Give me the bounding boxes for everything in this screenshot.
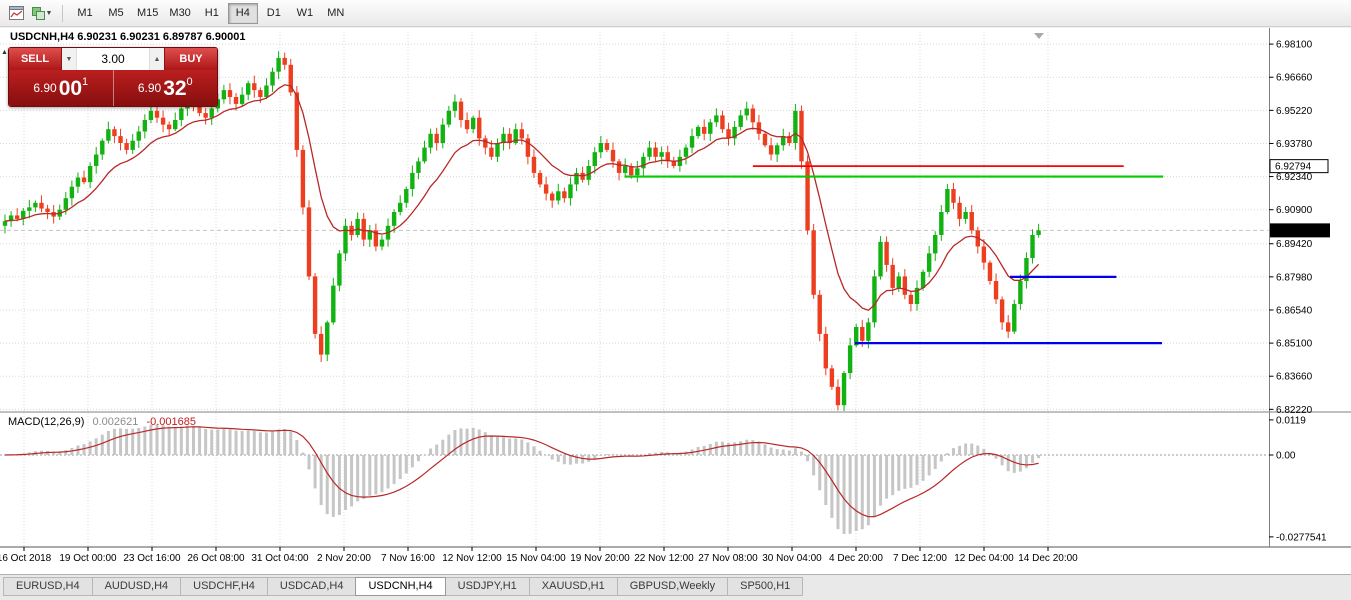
macd-indicator-label: MACD(12,26,9) 0.002621 -0.001685 [8,416,196,428]
buy-price-display[interactable]: 6.90 32 0 [114,70,218,106]
svg-text:6.85100: 6.85100 [1276,339,1313,350]
horizontal-trendlines[interactable] [625,165,1164,345]
one-click-trading-panel: SELL ▼ 3.00 ▲ BUY 6.90 00 1 6.90 32 0 [8,47,218,107]
timeframe-h4-button[interactable]: H4 [227,2,258,24]
buy-price-main: 6.90 [137,81,162,95]
timeframe-m5-button[interactable]: M5 [108,6,124,19]
tab-eurusd-h4[interactable]: EURUSD,H4 [3,577,93,596]
sell-price-main: 6.90 [33,81,57,95]
svg-text:26 Oct 08:00: 26 Oct 08:00 [187,553,245,564]
price-chart-canvas[interactable]: 6.98100 6.96660 6.95220 6.93780 6.92340 6.909… [0,28,1351,574]
macd-indicator-layer [4,424,1041,534]
svg-text:6.83660: 6.83660 [1276,372,1313,383]
timeframe-toolbar: M1 M5 M15 M30 H1 H4 D1 W1 MN [70,2,352,24]
current-price-badge: 6.90001 [1270,223,1330,238]
svg-text:16 Oct 2018: 16 Oct 2018 [0,553,52,564]
svg-text:2 Nov 20:00: 2 Nov 20:00 [317,553,371,564]
timeframe-m30-button[interactable]: M30 [169,6,191,19]
buy-price-big-digits: 32 [163,76,187,100]
sell-price-display[interactable]: 6.90 00 1 [9,70,114,106]
chart-tabs-bar: EURUSD,H4 AUDUSD,H4 USDCHF,H4 USDCAD,H4 USDC… [0,574,1351,600]
lot-increase-button[interactable]: ▲ [149,48,164,70]
svg-text:0.00: 0.00 [1276,451,1296,462]
svg-text:6.92340: 6.92340 [1276,172,1313,183]
sell-price-pip: 1 [82,76,89,88]
svg-text:12 Nov 12:00: 12 Nov 12:00 [442,553,502,564]
macd-signal-value: -0.001685 [146,416,196,428]
moving-average-line [4,84,1040,312]
tab-usdjpy-h1[interactable]: USDJPY,H1 [444,577,530,596]
svg-text:14 Dec 20:00: 14 Dec 20:00 [1018,553,1078,564]
tab-audusd-h4[interactable]: AUDUSD,H4 [91,577,182,596]
top-toolbar: ▼ M1 M5 M15 M30 H1 H4 D1 W1 MN [0,0,1351,27]
tab-xauusd-h1[interactable]: XAUUSD,H1 [528,577,618,596]
macd-axis[interactable]: 0.0119 0.00 -0.0277541 [1269,415,1327,543]
timeframe-m15-button[interactable]: M15 [137,6,159,19]
svg-text:30 Nov 04:00: 30 Nov 04:00 [762,553,822,564]
chart-icon [8,6,24,20]
svg-text:6.98100: 6.98100 [1276,40,1313,51]
chart-ohlc-label: USDCNH,H4 6.90231 6.90231 6.89787 6.9000… [10,31,246,43]
trade-panel-prices-row: 6.90 00 1 6.90 32 0 [9,70,217,106]
price-marker-label: 6.92794 [1269,159,1329,174]
svg-text:7 Nov 16:00: 7 Nov 16:00 [381,553,435,564]
price-axis[interactable]: 6.98100 6.96660 6.95220 6.93780 6.92340 6.909… [1269,40,1313,416]
svg-text:6.92794: 6.92794 [1275,162,1312,173]
trade-panel-buttons-row: SELL ▼ 3.00 ▲ BUY [9,48,217,70]
one-click-collapse-icon[interactable]: ▲ [1,49,8,56]
toolbar-separator [62,4,63,22]
macd-main-value: 0.002621 [92,416,139,428]
chart-shift-marker-icon[interactable] [1034,33,1044,39]
svg-text:7 Dec 12:00: 7 Dec 12:00 [893,553,947,564]
timeframe-h1-button[interactable]: H1 [204,6,219,19]
tab-sp500-h1[interactable]: SP500,H1 [727,577,804,596]
tab-gbpusd-weekly[interactable]: GBPUSD,Weekly [616,577,729,596]
svg-text:6.93780: 6.93780 [1276,139,1313,150]
chevron-down-icon: ▼ [45,9,53,17]
svg-text:19 Nov 20:00: 19 Nov 20:00 [570,553,630,564]
svg-text:-0.0277541: -0.0277541 [1276,532,1327,543]
svg-text:23 Oct 16:00: 23 Oct 16:00 [123,553,181,564]
svg-text:0.0119: 0.0119 [1276,415,1306,426]
sell-price-big-digits: 00 [58,76,83,100]
svg-text:19 Oct 00:00: 19 Oct 00:00 [59,553,117,564]
timeframe-m1-button[interactable]: M1 [77,6,93,19]
svg-text:6.95220: 6.95220 [1276,106,1313,117]
svg-text:6.82220: 6.82220 [1276,405,1313,416]
svg-text:6.89420: 6.89420 [1276,239,1313,250]
macd-name: MACD(12,26,9) [8,416,85,428]
time-axis[interactable]: 16 Oct 2018 19 Oct 00:00 23 Oct 16:00 26 Oc… [0,547,1078,564]
svg-text:12 Dec 04:00: 12 Dec 04:00 [954,553,1014,564]
svg-text:6.86540: 6.86540 [1276,305,1313,316]
tab-usdcad-h4[interactable]: USDCAD,H4 [266,577,357,596]
buy-price-pip: 0 [186,76,193,88]
svg-text:31 Oct 04:00: 31 Oct 04:00 [251,553,309,564]
svg-text:4 Dec 20:00: 4 Dec 20:00 [829,553,883,564]
svg-text:6.90001: 6.90001 [1275,226,1312,237]
lot-size-stepper[interactable]: ▼ 3.00 ▲ [61,48,165,70]
grid-layer [0,32,1269,546]
candlestick-series [2,51,1041,411]
svg-text:6.87980: 6.87980 [1276,272,1313,283]
svg-text:6.96660: 6.96660 [1276,73,1313,84]
svg-text:22 Nov 12:00: 22 Nov 12:00 [634,553,694,564]
svg-text:15 Nov 04:00: 15 Nov 04:00 [506,553,566,564]
layers-menu-button[interactable]: ▼ [29,2,55,25]
tab-usdcnh-h4[interactable]: USDCNH,H4 [355,577,446,596]
tab-usdchf-h4[interactable]: USDCHF,H4 [180,577,268,596]
layers-icon [31,6,45,20]
lot-size-value[interactable]: 3.00 [101,52,125,66]
timeframe-d1-button[interactable]: D1 [266,6,281,19]
svg-text:6.90900: 6.90900 [1276,205,1313,216]
timeframe-mn-button[interactable]: MN [327,6,345,19]
sell-button[interactable]: SELL [9,48,61,70]
svg-text:27 Nov 08:00: 27 Nov 08:00 [698,553,758,564]
buy-button[interactable]: BUY [165,48,217,70]
chart-frame [0,28,1351,548]
chart-window-icon[interactable] [3,2,29,25]
timeframe-w1-button[interactable]: W1 [296,6,314,19]
lot-decrease-button[interactable]: ▼ [62,48,77,70]
